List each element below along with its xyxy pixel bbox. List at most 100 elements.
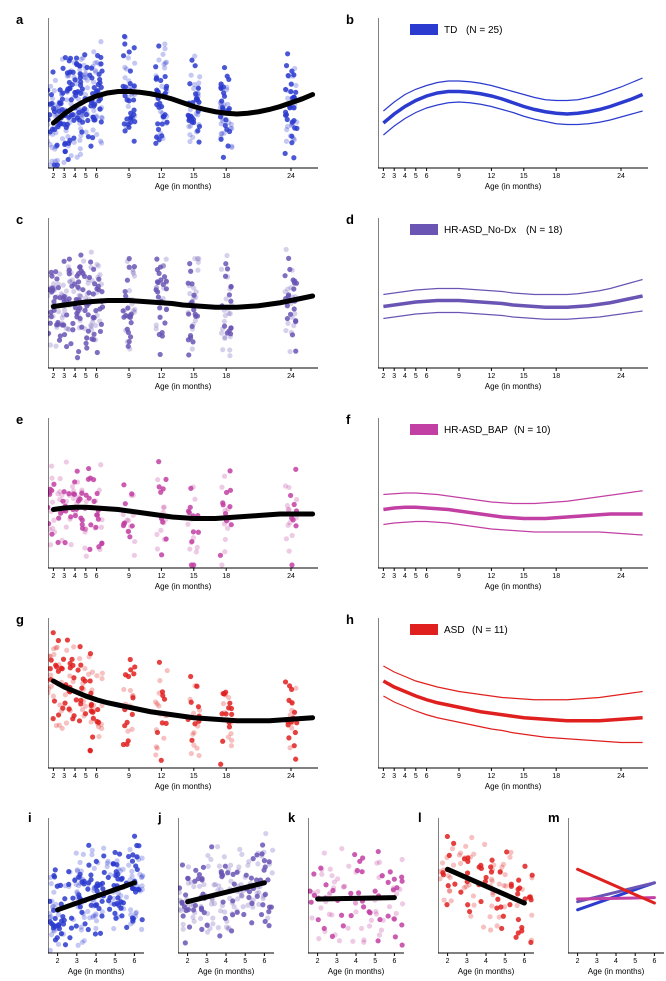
svg-text:Age (in months): Age (in months) [155, 382, 212, 391]
svg-text:15: 15 [520, 773, 528, 780]
svg-text:Age (in months): Age (in months) [485, 182, 542, 191]
svg-text:5: 5 [414, 373, 418, 380]
svg-text:5: 5 [633, 958, 637, 965]
svg-text:9: 9 [127, 573, 131, 580]
svg-text:24: 24 [287, 573, 295, 580]
svg-text:2: 2 [51, 773, 55, 780]
panel-e: 234569121518240102030405060708090100Age … [48, 418, 318, 591]
svg-text:24: 24 [287, 773, 295, 780]
svg-text:24: 24 [617, 573, 625, 580]
svg-text:6: 6 [95, 773, 99, 780]
svg-text:15: 15 [520, 573, 528, 580]
svg-text:5: 5 [84, 573, 88, 580]
svg-text:4: 4 [614, 958, 618, 965]
svg-text:6: 6 [425, 573, 429, 580]
svg-text:4: 4 [73, 573, 77, 580]
svg-text:Age (in months): Age (in months) [485, 782, 542, 791]
svg-text:12: 12 [158, 373, 166, 380]
svg-text:Age (in months): Age (in months) [328, 967, 385, 976]
svg-text:2: 2 [316, 958, 320, 965]
svg-text:Age (in months): Age (in months) [485, 382, 542, 391]
panel-label-b: b [346, 12, 354, 27]
svg-text:12: 12 [158, 173, 166, 180]
svg-text:2: 2 [51, 373, 55, 380]
svg-text:Age (in months): Age (in months) [588, 967, 645, 976]
svg-text:3: 3 [335, 958, 339, 965]
panel-b: TD(N = 25)234569121518240102030405060708… [378, 18, 648, 191]
svg-text:3: 3 [595, 958, 599, 965]
figure-root: a234569121518240102030405060708090100Age… [0, 0, 666, 977]
svg-text:24: 24 [287, 173, 295, 180]
legend-label: HR-ASD_No-Dx [444, 225, 516, 236]
svg-text:6: 6 [392, 958, 396, 965]
svg-text:3: 3 [62, 573, 66, 580]
svg-text:18: 18 [222, 173, 230, 180]
svg-text:24: 24 [287, 373, 295, 380]
panel-k: 234560102030405060708090100Age (in month… [308, 818, 405, 976]
legend-swatch [410, 624, 438, 635]
svg-text:15: 15 [190, 773, 198, 780]
legend-swatch [410, 24, 438, 35]
svg-text:3: 3 [205, 958, 209, 965]
svg-text:12: 12 [488, 573, 496, 580]
svg-text:3: 3 [392, 173, 396, 180]
svg-text:5: 5 [414, 573, 418, 580]
panel-j: 234560102030405060708090100Age (in month… [178, 818, 275, 976]
svg-text:18: 18 [552, 773, 560, 780]
svg-text:12: 12 [158, 573, 166, 580]
svg-text:3: 3 [392, 773, 396, 780]
panel-label-g: g [16, 612, 24, 627]
svg-text:5: 5 [373, 958, 377, 965]
svg-text:2: 2 [446, 958, 450, 965]
svg-text:Age (in months): Age (in months) [155, 582, 212, 591]
svg-text:Age (in months): Age (in months) [458, 967, 515, 976]
svg-text:4: 4 [73, 173, 77, 180]
svg-text:(N = 25): (N = 25) [466, 25, 502, 36]
svg-text:18: 18 [552, 373, 560, 380]
svg-text:18: 18 [222, 373, 230, 380]
svg-text:Age (in months): Age (in months) [198, 967, 255, 976]
svg-text:9: 9 [457, 573, 461, 580]
panel-label-k: k [288, 810, 295, 825]
svg-text:9: 9 [127, 373, 131, 380]
svg-text:15: 15 [190, 173, 198, 180]
panel-label-e: e [16, 412, 23, 427]
svg-text:6: 6 [652, 958, 656, 965]
svg-text:4: 4 [73, 773, 77, 780]
svg-text:12: 12 [488, 173, 496, 180]
svg-text:9: 9 [457, 373, 461, 380]
svg-text:(N = 11): (N = 11) [472, 625, 508, 636]
svg-text:9: 9 [127, 173, 131, 180]
svg-text:12: 12 [488, 773, 496, 780]
panel-label-l: l [418, 810, 422, 825]
panel-c: 234569121518240102030405060708090100Age … [48, 218, 318, 391]
svg-text:15: 15 [520, 173, 528, 180]
svg-text:6: 6 [95, 373, 99, 380]
panel-label-j: j [158, 810, 162, 825]
panel-a: 234569121518240102030405060708090100Age … [48, 18, 318, 191]
svg-text:4: 4 [403, 373, 407, 380]
svg-text:12: 12 [158, 773, 166, 780]
svg-text:2: 2 [381, 373, 385, 380]
svg-text:5: 5 [503, 958, 507, 965]
svg-text:5: 5 [113, 958, 117, 965]
svg-text:2: 2 [381, 173, 385, 180]
svg-text:2: 2 [576, 958, 580, 965]
svg-text:4: 4 [484, 958, 488, 965]
svg-text:3: 3 [75, 958, 79, 965]
svg-text:2: 2 [51, 573, 55, 580]
panel-label-d: d [346, 212, 354, 227]
svg-text:18: 18 [222, 773, 230, 780]
svg-text:Age (in months): Age (in months) [68, 967, 125, 976]
legend-swatch [410, 424, 438, 435]
svg-text:2: 2 [186, 958, 190, 965]
svg-text:9: 9 [127, 773, 131, 780]
svg-text:2: 2 [381, 573, 385, 580]
panel-g: 234569121518240102030405060708090100Age … [48, 618, 318, 791]
panel-label-f: f [346, 412, 350, 427]
svg-text:18: 18 [552, 173, 560, 180]
svg-text:2: 2 [51, 173, 55, 180]
panel-f: HR-ASD_BAP(N = 10)2345691215182401020304… [378, 418, 648, 591]
panel-label-h: h [346, 612, 354, 627]
panel-m: 234560102030405060708090100Age (in month… [568, 818, 664, 976]
